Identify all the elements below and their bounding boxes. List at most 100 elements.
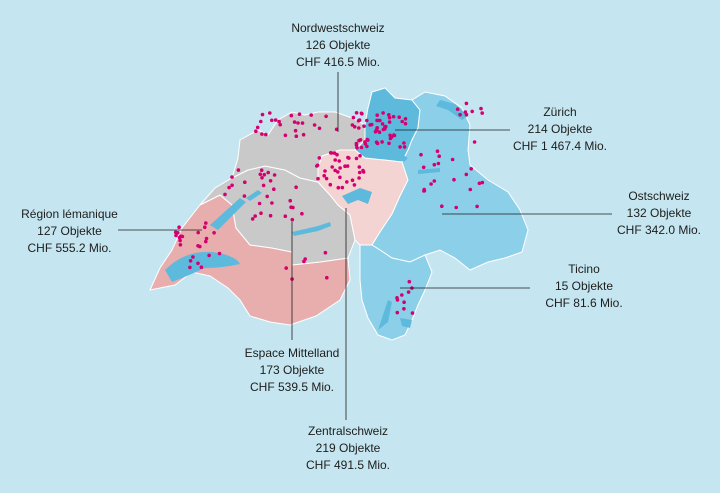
object-marker xyxy=(468,187,473,192)
object-marker xyxy=(270,201,274,205)
object-marker xyxy=(458,112,462,117)
object-marker xyxy=(380,140,384,144)
object-marker xyxy=(300,121,305,125)
object-value: CHF 539.5 Mio. xyxy=(249,380,335,394)
object-marker xyxy=(333,168,337,173)
region-name: Ostschweiz xyxy=(628,189,690,203)
object-marker xyxy=(196,261,200,266)
object-marker xyxy=(293,128,298,133)
object-marker xyxy=(355,145,359,150)
label-ostschweiz: Ostschweiz 132 Objekte CHF 342.0 Mio. xyxy=(604,188,714,239)
ostschweiz-area[interactable] xyxy=(371,91,529,271)
object-marker xyxy=(260,112,265,117)
object-marker xyxy=(338,175,342,180)
object-marker xyxy=(377,130,382,134)
object-count: 15 Objekte xyxy=(554,279,614,293)
label-region-lemanique: Région lémanique 127 Objekte CHF 555.2 M… xyxy=(12,206,127,257)
object-marker xyxy=(255,125,260,130)
object-marker xyxy=(217,251,222,256)
lake-maggiore xyxy=(378,300,392,330)
region-name: Zürich xyxy=(543,105,577,119)
object-marker xyxy=(406,290,411,294)
object-marker xyxy=(347,156,351,160)
object-marker xyxy=(480,111,485,115)
object-marker xyxy=(291,205,295,210)
object-marker xyxy=(302,259,306,264)
object-marker xyxy=(325,275,329,280)
object-marker xyxy=(236,168,241,172)
object-marker xyxy=(387,115,392,120)
object-marker xyxy=(254,129,258,133)
object-marker xyxy=(407,279,412,284)
object-marker xyxy=(334,127,339,132)
object-marker xyxy=(357,170,362,175)
object-marker xyxy=(260,176,264,180)
object-marker xyxy=(359,145,364,150)
object-marker xyxy=(395,298,400,302)
object-marker xyxy=(350,178,355,182)
object-marker xyxy=(312,123,317,127)
object-marker xyxy=(259,168,264,172)
object-marker xyxy=(290,217,295,222)
object-marker xyxy=(470,109,475,114)
ticino-area[interactable] xyxy=(359,244,433,341)
object-marker xyxy=(265,194,270,199)
object-marker xyxy=(259,119,263,124)
object-marker xyxy=(362,124,366,128)
object-marker xyxy=(345,164,350,168)
object-marker xyxy=(283,133,288,138)
object-marker xyxy=(270,118,274,123)
object-marker xyxy=(268,213,273,218)
object-marker xyxy=(403,117,408,121)
object-marker xyxy=(469,167,474,171)
object-marker xyxy=(230,175,234,179)
object-marker xyxy=(363,140,367,144)
object-marker xyxy=(323,250,328,255)
object-marker xyxy=(272,187,276,191)
object-marker xyxy=(391,114,396,119)
lake-biel xyxy=(246,190,262,201)
region-name: Espace Mittelland xyxy=(244,346,340,360)
object-marker xyxy=(223,192,227,197)
object-marker xyxy=(253,214,257,218)
region-name: Zentralschweiz xyxy=(307,424,389,438)
object-count: 214 Objekte xyxy=(527,122,593,136)
object-marker xyxy=(368,123,372,127)
region-name: Ticino xyxy=(568,262,600,276)
object-marker xyxy=(204,239,208,244)
object-marker xyxy=(432,162,437,167)
object-marker xyxy=(188,265,192,270)
object-marker xyxy=(357,138,361,143)
object-marker xyxy=(284,266,289,270)
object-marker xyxy=(380,122,385,126)
object-marker xyxy=(450,157,455,162)
object-marker xyxy=(315,164,319,168)
object-marker xyxy=(242,194,247,198)
object-marker xyxy=(322,173,327,178)
object-marker xyxy=(268,179,273,183)
object-marker xyxy=(294,185,298,189)
object-marker xyxy=(324,114,328,119)
label-espace-mittelland: Espace Mittelland 173 Objekte CHF 539.5 … xyxy=(236,345,348,396)
object-marker xyxy=(227,185,231,190)
object-marker xyxy=(300,211,304,216)
object-value: CHF 1 467.4 Mio. xyxy=(512,139,608,153)
object-marker xyxy=(207,253,211,258)
object-marker xyxy=(402,307,406,311)
lake-neuchatel xyxy=(210,198,246,230)
object-marker xyxy=(294,134,299,138)
object-marker xyxy=(268,111,272,115)
object-marker xyxy=(400,119,405,124)
object-count: 126 Objekte xyxy=(305,38,371,52)
object-marker xyxy=(332,151,337,155)
object-marker xyxy=(477,181,482,186)
object-marker xyxy=(317,126,322,131)
object-marker xyxy=(264,132,268,137)
object-marker xyxy=(440,204,444,208)
object-marker xyxy=(358,154,362,158)
lake-lucerne xyxy=(342,188,372,204)
object-marker xyxy=(354,111,359,115)
object-marker xyxy=(454,205,459,210)
object-marker xyxy=(463,110,468,114)
